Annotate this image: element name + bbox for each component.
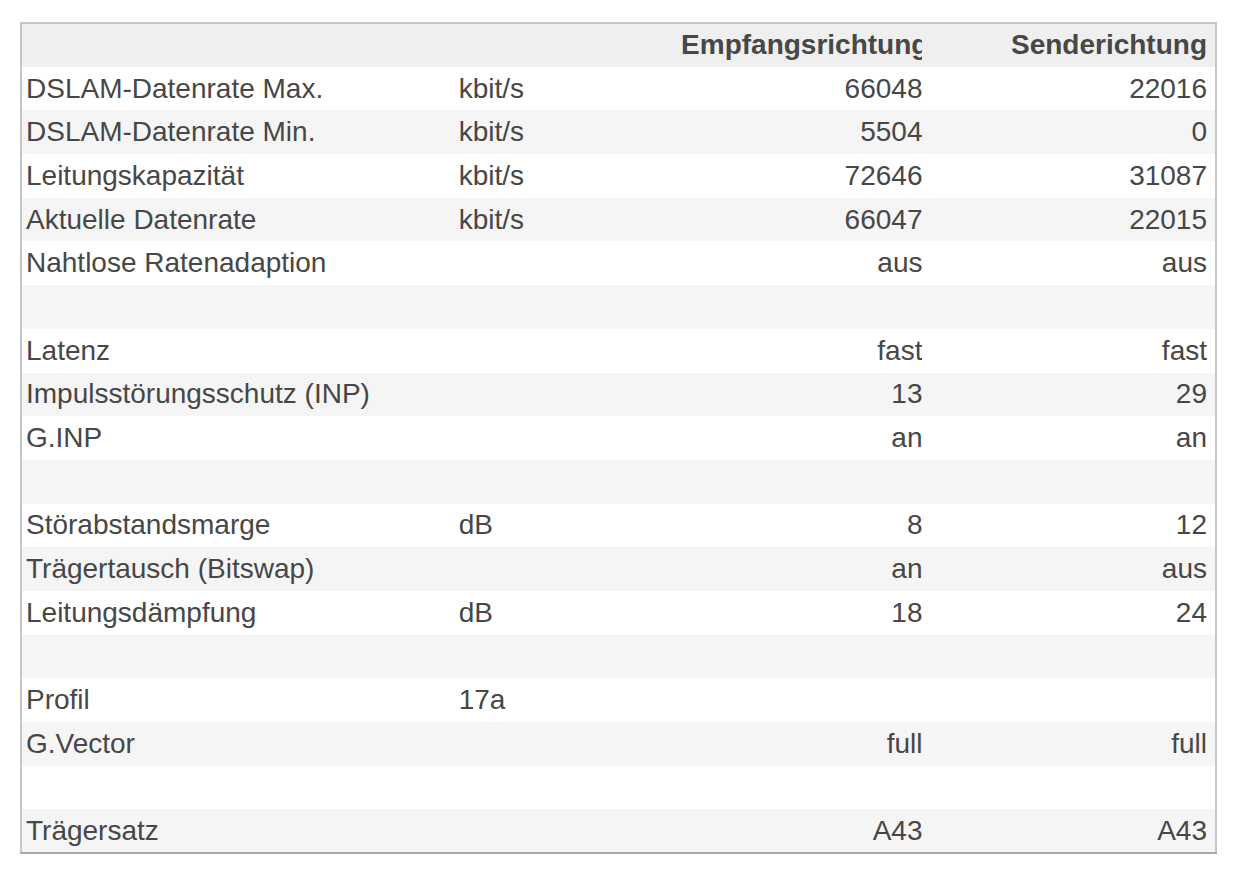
row-tx-value: 22016 bbox=[922, 67, 1216, 111]
table-row bbox=[21, 285, 1216, 329]
header-unit-column bbox=[459, 23, 681, 67]
table-body: DSLAM-Datenrate Max. kbit/s 66048 22016 … bbox=[21, 67, 1216, 853]
row-rx-value: 66048 bbox=[681, 67, 922, 111]
row-rx-value: aus bbox=[681, 241, 922, 285]
row-unit bbox=[459, 635, 681, 679]
row-label: Aktuelle Datenrate bbox=[21, 198, 459, 242]
row-tx-value bbox=[922, 678, 1216, 722]
row-tx-value: an bbox=[922, 416, 1216, 460]
row-rx-value: fast bbox=[681, 329, 922, 373]
table-row: Profil 17a bbox=[21, 678, 1216, 722]
row-label: Leitungsdämpfung bbox=[21, 591, 459, 635]
row-label bbox=[21, 766, 459, 810]
row-unit: kbit/s bbox=[459, 154, 681, 198]
row-label: Impulsstörungsschutz (INP) bbox=[21, 373, 459, 417]
row-label: Profil bbox=[21, 678, 459, 722]
row-unit: kbit/s bbox=[459, 67, 681, 111]
row-tx-value: aus bbox=[922, 241, 1216, 285]
table-row: Impulsstörungsschutz (INP) 13 29 bbox=[21, 373, 1216, 417]
table-row bbox=[21, 766, 1216, 810]
row-tx-value: A43 bbox=[922, 809, 1216, 853]
row-unit bbox=[459, 285, 681, 329]
row-unit bbox=[459, 329, 681, 373]
row-rx-value: A43 bbox=[681, 809, 922, 853]
table-row bbox=[21, 460, 1216, 504]
row-unit: kbit/s bbox=[459, 110, 681, 154]
table-row: DSLAM-Datenrate Max. kbit/s 66048 22016 bbox=[21, 67, 1216, 111]
table-row: G.INP an an bbox=[21, 416, 1216, 460]
row-tx-value bbox=[922, 285, 1216, 329]
row-label: DSLAM-Datenrate Min. bbox=[21, 110, 459, 154]
table-row: DSLAM-Datenrate Min. kbit/s 5504 0 bbox=[21, 110, 1216, 154]
row-unit bbox=[459, 241, 681, 285]
row-unit: dB bbox=[459, 591, 681, 635]
row-rx-value bbox=[681, 635, 922, 679]
row-label: Latenz bbox=[21, 329, 459, 373]
table-row: Trägertausch (Bitswap) an aus bbox=[21, 547, 1216, 591]
row-rx-value bbox=[681, 285, 922, 329]
row-rx-value bbox=[681, 460, 922, 504]
row-tx-value: fast bbox=[922, 329, 1216, 373]
row-unit bbox=[459, 547, 681, 591]
row-rx-value: 18 bbox=[681, 591, 922, 635]
row-rx-value: an bbox=[681, 547, 922, 591]
row-tx-value: 22015 bbox=[922, 198, 1216, 242]
row-rx-value: full bbox=[681, 722, 922, 766]
row-label: G.INP bbox=[21, 416, 459, 460]
header-label-column bbox=[21, 23, 459, 67]
row-label: Trägersatz bbox=[21, 809, 459, 853]
row-unit bbox=[459, 460, 681, 504]
table-header-row: Empfangsrichtung Senderichtung bbox=[21, 23, 1216, 67]
row-tx-value bbox=[922, 460, 1216, 504]
row-rx-value: 72646 bbox=[681, 154, 922, 198]
row-tx-value: 24 bbox=[922, 591, 1216, 635]
row-unit bbox=[459, 766, 681, 810]
row-unit bbox=[459, 373, 681, 417]
row-rx-value: an bbox=[681, 416, 922, 460]
dsl-information-page: Empfangsrichtung Senderichtung DSLAM-Dat… bbox=[0, 0, 1237, 876]
row-rx-value bbox=[681, 678, 922, 722]
table-row: G.Vector full full bbox=[21, 722, 1216, 766]
dsl-stats-table: Empfangsrichtung Senderichtung DSLAM-Dat… bbox=[20, 22, 1217, 854]
row-label: Störabstandsmarge bbox=[21, 504, 459, 548]
row-tx-value bbox=[922, 766, 1216, 810]
row-label: Nahtlose Ratenadaption bbox=[21, 241, 459, 285]
row-rx-value bbox=[681, 766, 922, 810]
row-tx-value bbox=[922, 635, 1216, 679]
row-unit: dB bbox=[459, 504, 681, 548]
row-tx-value: 29 bbox=[922, 373, 1216, 417]
row-tx-value: 12 bbox=[922, 504, 1216, 548]
row-label: DSLAM-Datenrate Max. bbox=[21, 67, 459, 111]
table-row bbox=[21, 635, 1216, 679]
row-label: G.Vector bbox=[21, 722, 459, 766]
row-tx-value: full bbox=[922, 722, 1216, 766]
header-senderichtung: Senderichtung bbox=[922, 23, 1216, 67]
row-unit: kbit/s bbox=[459, 198, 681, 242]
row-label bbox=[21, 635, 459, 679]
table-row: Nahtlose Ratenadaption aus aus bbox=[21, 241, 1216, 285]
header-empfangsrichtung: Empfangsrichtung bbox=[681, 23, 922, 67]
table-row: Leitungskapazität kbit/s 72646 31087 bbox=[21, 154, 1216, 198]
row-unit bbox=[459, 416, 681, 460]
row-unit bbox=[459, 722, 681, 766]
row-tx-value: 31087 bbox=[922, 154, 1216, 198]
row-label bbox=[21, 285, 459, 329]
table-row: Trägersatz A43 A43 bbox=[21, 809, 1216, 853]
row-unit bbox=[459, 809, 681, 853]
table-row: Aktuelle Datenrate kbit/s 66047 22015 bbox=[21, 198, 1216, 242]
row-label bbox=[21, 460, 459, 504]
row-tx-value: aus bbox=[922, 547, 1216, 591]
row-rx-value: 13 bbox=[681, 373, 922, 417]
row-tx-value: 0 bbox=[922, 110, 1216, 154]
table-row: Leitungsdämpfung dB 18 24 bbox=[21, 591, 1216, 635]
row-unit: 17a bbox=[459, 678, 681, 722]
row-label: Trägertausch (Bitswap) bbox=[21, 547, 459, 591]
row-label: Leitungskapazität bbox=[21, 154, 459, 198]
row-rx-value: 5504 bbox=[681, 110, 922, 154]
row-rx-value: 66047 bbox=[681, 198, 922, 242]
row-rx-value: 8 bbox=[681, 504, 922, 548]
table-row: Latenz fast fast bbox=[21, 329, 1216, 373]
table-row: Störabstandsmarge dB 8 12 bbox=[21, 504, 1216, 548]
